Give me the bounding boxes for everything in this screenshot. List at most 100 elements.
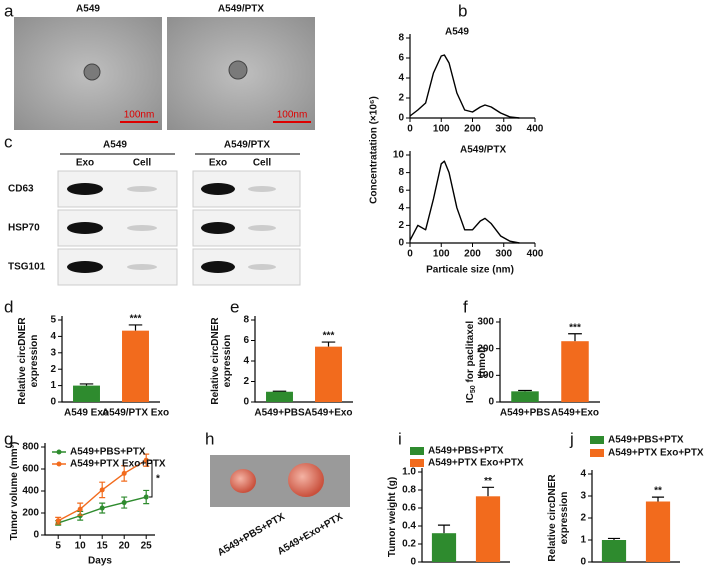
significance: ** bbox=[654, 486, 662, 497]
y-tick-label: 0 bbox=[33, 530, 39, 541]
x-tick-label: 300 bbox=[495, 249, 512, 260]
y-tick-label: 1.0 bbox=[402, 467, 416, 478]
bar bbox=[645, 501, 671, 562]
y-axis-label-part: Tumor weight (g) bbox=[387, 477, 398, 557]
y-axis-label-part: expression bbox=[559, 492, 570, 545]
y-axis-label-part: Relative circDNER bbox=[547, 474, 558, 562]
error-bar bbox=[518, 389, 532, 392]
lane-label: Exo bbox=[209, 158, 227, 169]
data-point bbox=[99, 505, 105, 511]
x-tick-label: A549+Exo bbox=[551, 408, 599, 419]
y-axis-label: Relative circDNER bbox=[210, 317, 221, 405]
y-tick-label: 1 bbox=[50, 380, 56, 391]
y-axis-label: (nmol) bbox=[477, 347, 488, 378]
error-bar bbox=[568, 333, 582, 342]
y-axis-label-part: 50 bbox=[470, 385, 477, 393]
panel-letter: a bbox=[4, 1, 14, 20]
bar bbox=[266, 391, 293, 402]
panel-letter: g bbox=[4, 429, 13, 448]
legend-label: A549+PTX Exo+PTX bbox=[608, 448, 704, 459]
significance-bracket bbox=[149, 459, 153, 498]
tumor bbox=[288, 463, 324, 497]
y-tick-label: 0 bbox=[398, 238, 404, 249]
legend-swatch bbox=[410, 447, 424, 455]
band bbox=[127, 186, 157, 192]
blots bbox=[57, 170, 301, 286]
y-tick-label: 8 bbox=[243, 315, 249, 326]
panel-letter: j bbox=[569, 429, 574, 448]
bar bbox=[475, 496, 501, 562]
panel-letter: d bbox=[4, 297, 13, 316]
tem-label: A549/PTX bbox=[218, 4, 264, 15]
band bbox=[67, 222, 103, 234]
x-tick-label: 200 bbox=[464, 124, 481, 135]
legend-swatch bbox=[590, 436, 604, 444]
tumor-label: A549+Exo+PTX bbox=[276, 511, 345, 557]
y-axis-label: expression bbox=[29, 335, 40, 388]
error-bar bbox=[607, 537, 621, 540]
bar bbox=[511, 391, 539, 402]
y-tick-label: 4 bbox=[398, 202, 404, 213]
y-tick-label: 0 bbox=[488, 397, 494, 408]
data-line bbox=[409, 54, 520, 119]
panel-letter: e bbox=[230, 297, 239, 316]
y-tick-label: 0.8 bbox=[402, 485, 416, 496]
significance: ** bbox=[484, 476, 492, 487]
y-axis-label-part: (nmol) bbox=[477, 347, 488, 378]
y-tick-label: 8 bbox=[398, 33, 404, 44]
blot-group: A549/PTX bbox=[224, 140, 270, 151]
error-bar bbox=[128, 324, 143, 331]
y-axis-label-part: expression bbox=[29, 335, 40, 388]
x-tick-label: 10 bbox=[75, 541, 87, 552]
panel-letter: c bbox=[4, 132, 13, 151]
y-tick-label: 0.4 bbox=[402, 521, 416, 532]
panel-letter: f bbox=[463, 297, 468, 316]
y-tick-label: 0 bbox=[243, 397, 249, 408]
y-tick-label: 8 bbox=[398, 167, 404, 178]
x-tick-label: A549+PBS bbox=[254, 408, 305, 419]
exosome bbox=[228, 60, 248, 80]
panel-letter: b bbox=[458, 1, 467, 20]
y-tick-label: 6 bbox=[398, 53, 404, 64]
y-tick-label: 3 bbox=[580, 491, 586, 502]
band bbox=[201, 261, 235, 273]
x-tick-label: 5 bbox=[55, 541, 61, 552]
y-tick-label: 2 bbox=[243, 376, 249, 387]
x-tick-label: 0 bbox=[407, 249, 413, 260]
y-tick-label: 2 bbox=[50, 364, 56, 375]
protein-label: HSP70 bbox=[8, 223, 40, 234]
legend-swatch bbox=[590, 449, 604, 457]
lane-label: Cell bbox=[133, 158, 152, 169]
y-tick-label: 1 bbox=[580, 535, 586, 546]
lane-label: Cell bbox=[253, 158, 272, 169]
y-tick-label: 0.6 bbox=[402, 503, 416, 514]
data-point bbox=[77, 506, 83, 512]
x-tick-label: 15 bbox=[97, 541, 109, 552]
y-axis-label-part: IC bbox=[465, 393, 476, 403]
tumor bbox=[230, 469, 256, 493]
legend-label: A549+PTX Exo+PTX bbox=[428, 458, 524, 469]
band bbox=[127, 264, 157, 270]
band bbox=[201, 183, 235, 195]
y-tick-label: 0 bbox=[398, 113, 404, 124]
y-axis-label-part: for paclitaxel bbox=[465, 321, 476, 386]
y-tick-label: 0 bbox=[580, 557, 586, 568]
y-tick-label: 6 bbox=[398, 185, 404, 196]
y-axis-label-part: Relative circDNER bbox=[210, 317, 221, 405]
significance: *** bbox=[323, 331, 335, 342]
error-bar bbox=[651, 496, 665, 502]
error-bar bbox=[481, 486, 495, 497]
data-point bbox=[121, 470, 127, 476]
y-axis-label: Tumor weight (g) bbox=[387, 477, 398, 557]
chart-title: A549/PTX bbox=[460, 145, 506, 156]
x-axis-label: Days bbox=[88, 556, 112, 567]
bar bbox=[561, 341, 589, 402]
y-tick-label: 0 bbox=[410, 557, 416, 568]
y-axis-label-part: Tumor volume (mm³) bbox=[9, 442, 20, 541]
panel-letter: i bbox=[398, 429, 402, 448]
y-tick-label: 800 bbox=[22, 442, 39, 453]
x-tick-label: 20 bbox=[119, 541, 131, 552]
significance: * bbox=[156, 473, 160, 484]
y-tick-label: 300 bbox=[477, 317, 494, 328]
band bbox=[127, 225, 157, 231]
